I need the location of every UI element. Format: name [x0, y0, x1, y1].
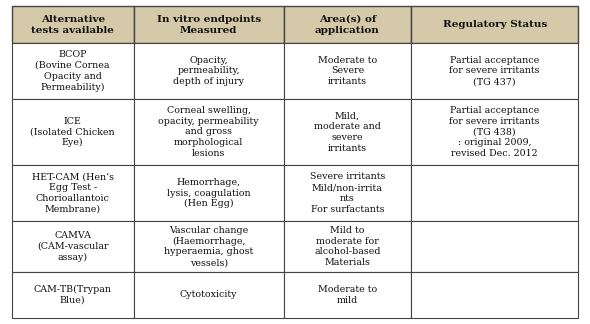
Bar	[284, 166, 411, 221]
Bar	[12, 98, 133, 166]
Text: ICE
(Isolated Chicken
Eye): ICE (Isolated Chicken Eye)	[30, 117, 115, 147]
Bar	[133, 6, 284, 43]
Text: CAM-TB(Trypan
Blue): CAM-TB(Trypan Blue)	[34, 285, 112, 305]
Text: Cytotoxicity: Cytotoxicity	[180, 290, 237, 299]
Text: Alternative
tests available: Alternative tests available	[31, 15, 114, 35]
Bar	[12, 166, 133, 221]
Text: Partial acceptance
for severe irritants
(TG 437): Partial acceptance for severe irritants …	[450, 56, 540, 86]
Text: Regulatory Status: Regulatory Status	[442, 20, 547, 29]
Bar	[133, 272, 284, 318]
Text: Severe irritants
Mild/non-irrita
nts
For surfactants: Severe irritants Mild/non-irrita nts For…	[310, 172, 385, 214]
Bar	[411, 272, 578, 318]
Bar	[284, 6, 411, 43]
Bar	[284, 98, 411, 166]
Text: Partial acceptance
for severe irritants
(TG 438)
: original 2009,
revised Dec. 2: Partial acceptance for severe irritants …	[450, 106, 540, 158]
Text: Mild to
moderate for
alcohol-based
Materials: Mild to moderate for alcohol-based Mater…	[314, 226, 381, 267]
Text: Vascular change
(Haemorrhage,
hyperaemia, ghost
vessels): Vascular change (Haemorrhage, hyperaemia…	[164, 226, 253, 267]
Text: CAMVA
(CAM-vascular
assay): CAMVA (CAM-vascular assay)	[37, 231, 109, 262]
Bar	[284, 43, 411, 98]
Bar	[12, 43, 133, 98]
Text: BCOP
(Bovine Cornea
Opacity and
Permeability): BCOP (Bovine Cornea Opacity and Permeabi…	[35, 50, 110, 92]
Text: In vitro endpoints
Measured: In vitro endpoints Measured	[156, 15, 261, 35]
Bar	[133, 166, 284, 221]
Bar	[12, 221, 133, 272]
Bar	[284, 272, 411, 318]
Text: Opacity,
permeability,
depth of injury: Opacity, permeability, depth of injury	[173, 56, 244, 86]
Bar	[411, 221, 578, 272]
Bar	[133, 43, 284, 98]
Bar	[12, 272, 133, 318]
Text: Corneal swelling,
opacity, permeability
and gross
morphological
lesions: Corneal swelling, opacity, permeability …	[158, 106, 259, 158]
Text: Moderate to
Severe
irritants: Moderate to Severe irritants	[318, 56, 377, 86]
Bar	[133, 98, 284, 166]
Bar	[411, 6, 578, 43]
Bar	[284, 221, 411, 272]
Text: HET-CAM (Hen’s
Egg Test -
Chorioallantoic
Membrane): HET-CAM (Hen’s Egg Test - Chorioallantoi…	[32, 172, 114, 214]
Bar	[411, 43, 578, 98]
Text: Mild,
moderate and
severe
irritants: Mild, moderate and severe irritants	[314, 111, 381, 153]
Text: Hemorrhage,
lysis, coagulation
(Hen Egg): Hemorrhage, lysis, coagulation (Hen Egg)	[167, 178, 250, 208]
Text: Area(s) of
application: Area(s) of application	[315, 15, 380, 35]
Bar	[411, 166, 578, 221]
Bar	[133, 221, 284, 272]
Bar	[411, 98, 578, 166]
Bar	[12, 6, 133, 43]
Text: Moderate to
mild: Moderate to mild	[318, 285, 377, 305]
